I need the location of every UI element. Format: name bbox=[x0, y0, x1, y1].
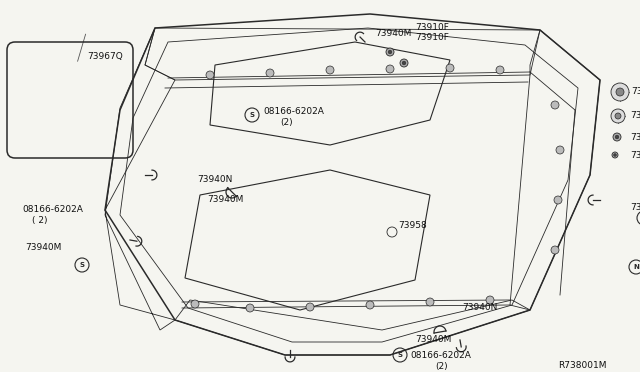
Circle shape bbox=[388, 50, 392, 54]
Text: 08166-6202A: 08166-6202A bbox=[22, 205, 83, 215]
Circle shape bbox=[551, 246, 559, 254]
Text: 73940M: 73940M bbox=[25, 244, 61, 253]
Text: 73910F: 73910F bbox=[415, 33, 449, 42]
Text: 08166-6202A: 08166-6202A bbox=[263, 108, 324, 116]
Text: 73967Q: 73967Q bbox=[87, 52, 123, 61]
Circle shape bbox=[554, 196, 562, 204]
Text: 73910F: 73910F bbox=[630, 151, 640, 160]
Circle shape bbox=[611, 83, 629, 101]
Text: 73988+A: 73988+A bbox=[631, 87, 640, 96]
Text: S: S bbox=[397, 352, 403, 358]
Text: 73910F: 73910F bbox=[415, 22, 449, 32]
Circle shape bbox=[400, 59, 408, 67]
Circle shape bbox=[426, 298, 434, 306]
Text: 73940M: 73940M bbox=[207, 196, 243, 205]
Text: 73988+A: 73988+A bbox=[630, 112, 640, 121]
Circle shape bbox=[613, 133, 621, 141]
Circle shape bbox=[206, 71, 214, 79]
Circle shape bbox=[612, 152, 618, 158]
Circle shape bbox=[326, 66, 334, 74]
Circle shape bbox=[486, 296, 494, 304]
Circle shape bbox=[266, 69, 274, 77]
Text: (2): (2) bbox=[280, 119, 292, 128]
Text: 73940N: 73940N bbox=[197, 174, 232, 183]
Text: 73910Z: 73910Z bbox=[630, 203, 640, 212]
Text: 73940M: 73940M bbox=[375, 29, 412, 38]
Circle shape bbox=[611, 109, 625, 123]
Circle shape bbox=[446, 64, 454, 72]
Circle shape bbox=[616, 88, 624, 96]
Circle shape bbox=[615, 135, 619, 139]
Circle shape bbox=[556, 146, 564, 154]
Circle shape bbox=[246, 304, 254, 312]
Text: 73940N: 73940N bbox=[462, 304, 497, 312]
Text: ( 2): ( 2) bbox=[32, 215, 47, 224]
Text: 08166-6202A: 08166-6202A bbox=[410, 350, 471, 359]
Circle shape bbox=[386, 65, 394, 73]
Circle shape bbox=[191, 300, 199, 308]
Circle shape bbox=[614, 154, 616, 156]
Text: 73958: 73958 bbox=[398, 221, 427, 230]
Text: 73910F: 73910F bbox=[630, 134, 640, 142]
Text: R738001M: R738001M bbox=[558, 362, 607, 371]
Text: S: S bbox=[250, 112, 255, 118]
Circle shape bbox=[306, 303, 314, 311]
Text: N: N bbox=[633, 264, 639, 270]
Text: (2): (2) bbox=[435, 362, 447, 371]
Circle shape bbox=[402, 61, 406, 65]
Circle shape bbox=[615, 113, 621, 119]
Circle shape bbox=[366, 301, 374, 309]
Text: S: S bbox=[79, 262, 84, 268]
Text: 73940M: 73940M bbox=[415, 336, 451, 344]
Circle shape bbox=[386, 48, 394, 56]
Circle shape bbox=[496, 66, 504, 74]
Circle shape bbox=[551, 101, 559, 109]
